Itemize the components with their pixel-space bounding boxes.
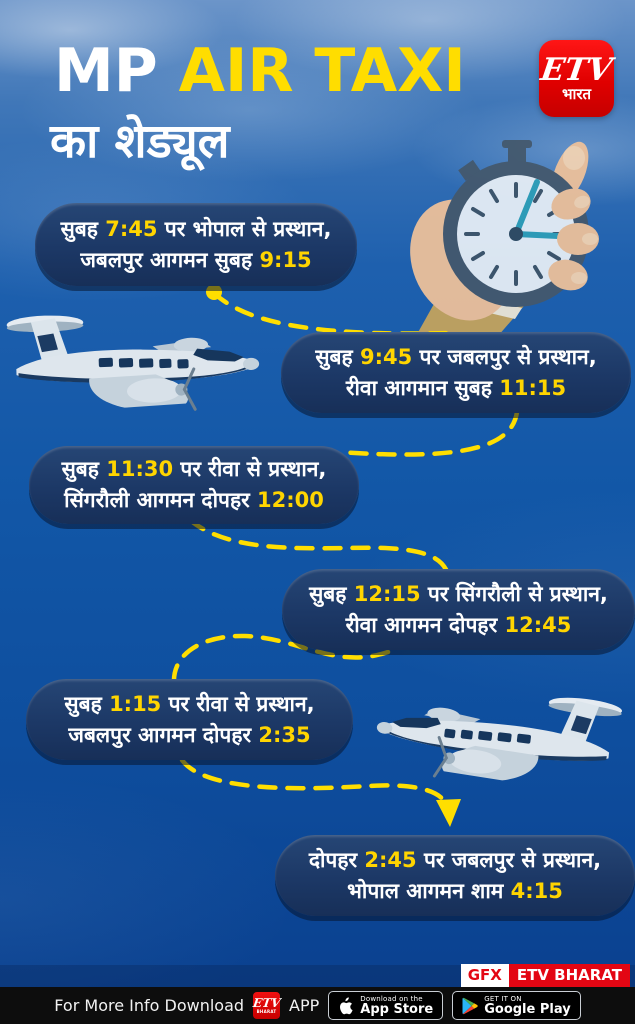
google-play-badge[interactable]: GET IT ON Google Play (452, 991, 581, 1020)
departure-time: 12:15 (353, 581, 421, 606)
schedule-line: जबलपुर आगमन सुबह 9:15 (80, 245, 311, 276)
footer-text: For More Info Download (54, 996, 245, 1015)
gfx-credit: GFX ETV BHARAT (460, 964, 630, 987)
text: सुबह (315, 344, 360, 369)
text: दोपहर (308, 847, 365, 872)
etv-app-icon: ETV BHARAT (251, 992, 282, 1019)
title-yellow-part: AIR TAXI (178, 36, 466, 106)
footer-bar: For More Info Download ETV BHARAT APP Do… (0, 987, 635, 1024)
route-path-2 (337, 409, 520, 457)
hand-stopwatch-illustration (410, 140, 599, 336)
google-play-icon (462, 997, 478, 1014)
route-arrowhead-icon (436, 799, 461, 827)
airplane-illustration-1 (6, 315, 260, 411)
schedule-line: सुबह 12:15 पर सिंगरौली से प्रस्थान, (309, 579, 608, 610)
text: सुबह (60, 216, 106, 241)
text: रीवा आगमान सुबह (345, 375, 500, 400)
schedule-line: सुबह 1:15 पर रीवा से प्रस्थान, (64, 689, 314, 720)
text: सुबह (309, 581, 354, 606)
arrival-time: 11:15 (499, 375, 567, 400)
text: पर रीवा से प्रस्थान, (173, 457, 327, 481)
airplane-illustration-2 (376, 697, 623, 781)
badge-store-name: App Store (360, 1001, 434, 1017)
google-play-badge-text: GET IT ON Google Play (484, 995, 570, 1017)
departure-time: 2:45 (364, 847, 417, 872)
text: पर रीवा से प्रस्थान, (161, 691, 315, 716)
schedule-line: सुबह 7:45 पर भोपाल से प्रस्थान, (61, 214, 332, 245)
arrival-time: 9:15 (259, 247, 312, 272)
airplane-icon (6, 315, 260, 411)
text: पर जबलपुर से प्रस्थान, (416, 847, 602, 872)
etv-logo-text: भारत (561, 85, 592, 103)
schedule-card-2: सुबह 9:45 पर जबलपुर से प्रस्थान, रीवा आग… (281, 332, 631, 413)
airplane-icon (376, 697, 623, 781)
text: रीवा आगमन दोपहर (345, 612, 505, 637)
footer-app-label: APP (289, 996, 320, 1015)
text: पर भोपाल से प्रस्थान, (157, 216, 332, 241)
page-title: MP AIR TAXI (54, 40, 466, 102)
page-subtitle: का शेड्यूल (50, 114, 230, 169)
gfx-label: GFX (460, 964, 509, 987)
text: जबलपुर आगमन दोपहर (68, 722, 259, 747)
etv-bharat-credit-label: ETV BHARAT (508, 964, 630, 987)
schedule-line: जबलपुर आगमन दोपहर 2:35 (68, 720, 310, 751)
text: भोपाल आगमन शाम (347, 878, 511, 903)
schedule-card-5: सुबह 1:15 पर रीवा से प्रस्थान, जबलपुर आग… (26, 679, 353, 760)
etv-app-icon-mark: ETV (251, 996, 282, 1010)
departure-time: 11:30 (106, 457, 174, 481)
etv-bharat-logo: ETV भारत (539, 40, 614, 117)
schedule-line: रीवा आगमान सुबह 11:15 (346, 373, 566, 404)
schedule-line: भोपाल आगमन शाम 4:15 (347, 876, 563, 907)
text: सुबह (64, 691, 110, 716)
schedule-line: सुबह 11:30 पर रीवा से प्रस्थान, (62, 454, 327, 485)
arrival-time: 12:45 (504, 612, 572, 637)
text: पर जबलपुर से प्रस्थान, (412, 344, 597, 369)
title-white-part: MP (54, 36, 179, 106)
schedule-line: सिंगरौली आगमन दोपहर 12:00 (64, 485, 324, 516)
text: जबलपुर आगमन सुबह (80, 247, 260, 272)
fingers (548, 188, 599, 291)
badge-tagline: GET IT ON (484, 994, 522, 1003)
departure-time: 7:45 (105, 216, 158, 241)
schedule-card-3: सुबह 11:30 पर रीवा से प्रस्थान, सिंगरौली… (29, 446, 359, 524)
arrival-time: 4:15 (510, 878, 563, 903)
schedule-line: दोपहर 2:45 पर जबलपुर से प्रस्थान, (309, 845, 601, 876)
route-path-3 (187, 517, 451, 577)
app-store-badge[interactable]: Download on the App Store (328, 991, 444, 1020)
etv-logo-mark: ETV (538, 52, 615, 88)
etv-app-icon-sub: BHARAT (256, 1009, 277, 1014)
text: सुबह (61, 457, 107, 481)
departure-time: 9:45 (359, 344, 413, 369)
badge-tagline: Download on the (360, 994, 423, 1003)
schedule-card-6: दोपहर 2:45 पर जबलपुर से प्रस्थान, भोपाल … (275, 835, 635, 916)
text: सिंगरौली आगमन दोपहर (64, 488, 257, 512)
arrival-time: 12:00 (257, 488, 324, 512)
stopwatch-icon (443, 140, 589, 307)
schedule-line: रीवा आगमन दोपहर 12:45 (346, 610, 572, 641)
schedule-line: सुबह 9:45 पर जबलपुर से प्रस्थान, (315, 342, 596, 373)
schedule-card-4: सुबह 12:15 पर सिंगरौली से प्रस्थान, रीवा… (282, 569, 635, 650)
departure-time: 1:15 (109, 691, 162, 716)
text: पर सिंगरौली से प्रस्थान, (420, 581, 608, 606)
badge-store-name: Google Play (484, 1001, 571, 1017)
schedule-card-1: सुबह 7:45 पर भोपाल से प्रस्थान, जबलपुर आ… (35, 203, 357, 286)
apple-icon (340, 996, 353, 1014)
arrival-time: 2:35 (258, 722, 311, 747)
app-store-badge-text: Download on the App Store (360, 995, 433, 1017)
